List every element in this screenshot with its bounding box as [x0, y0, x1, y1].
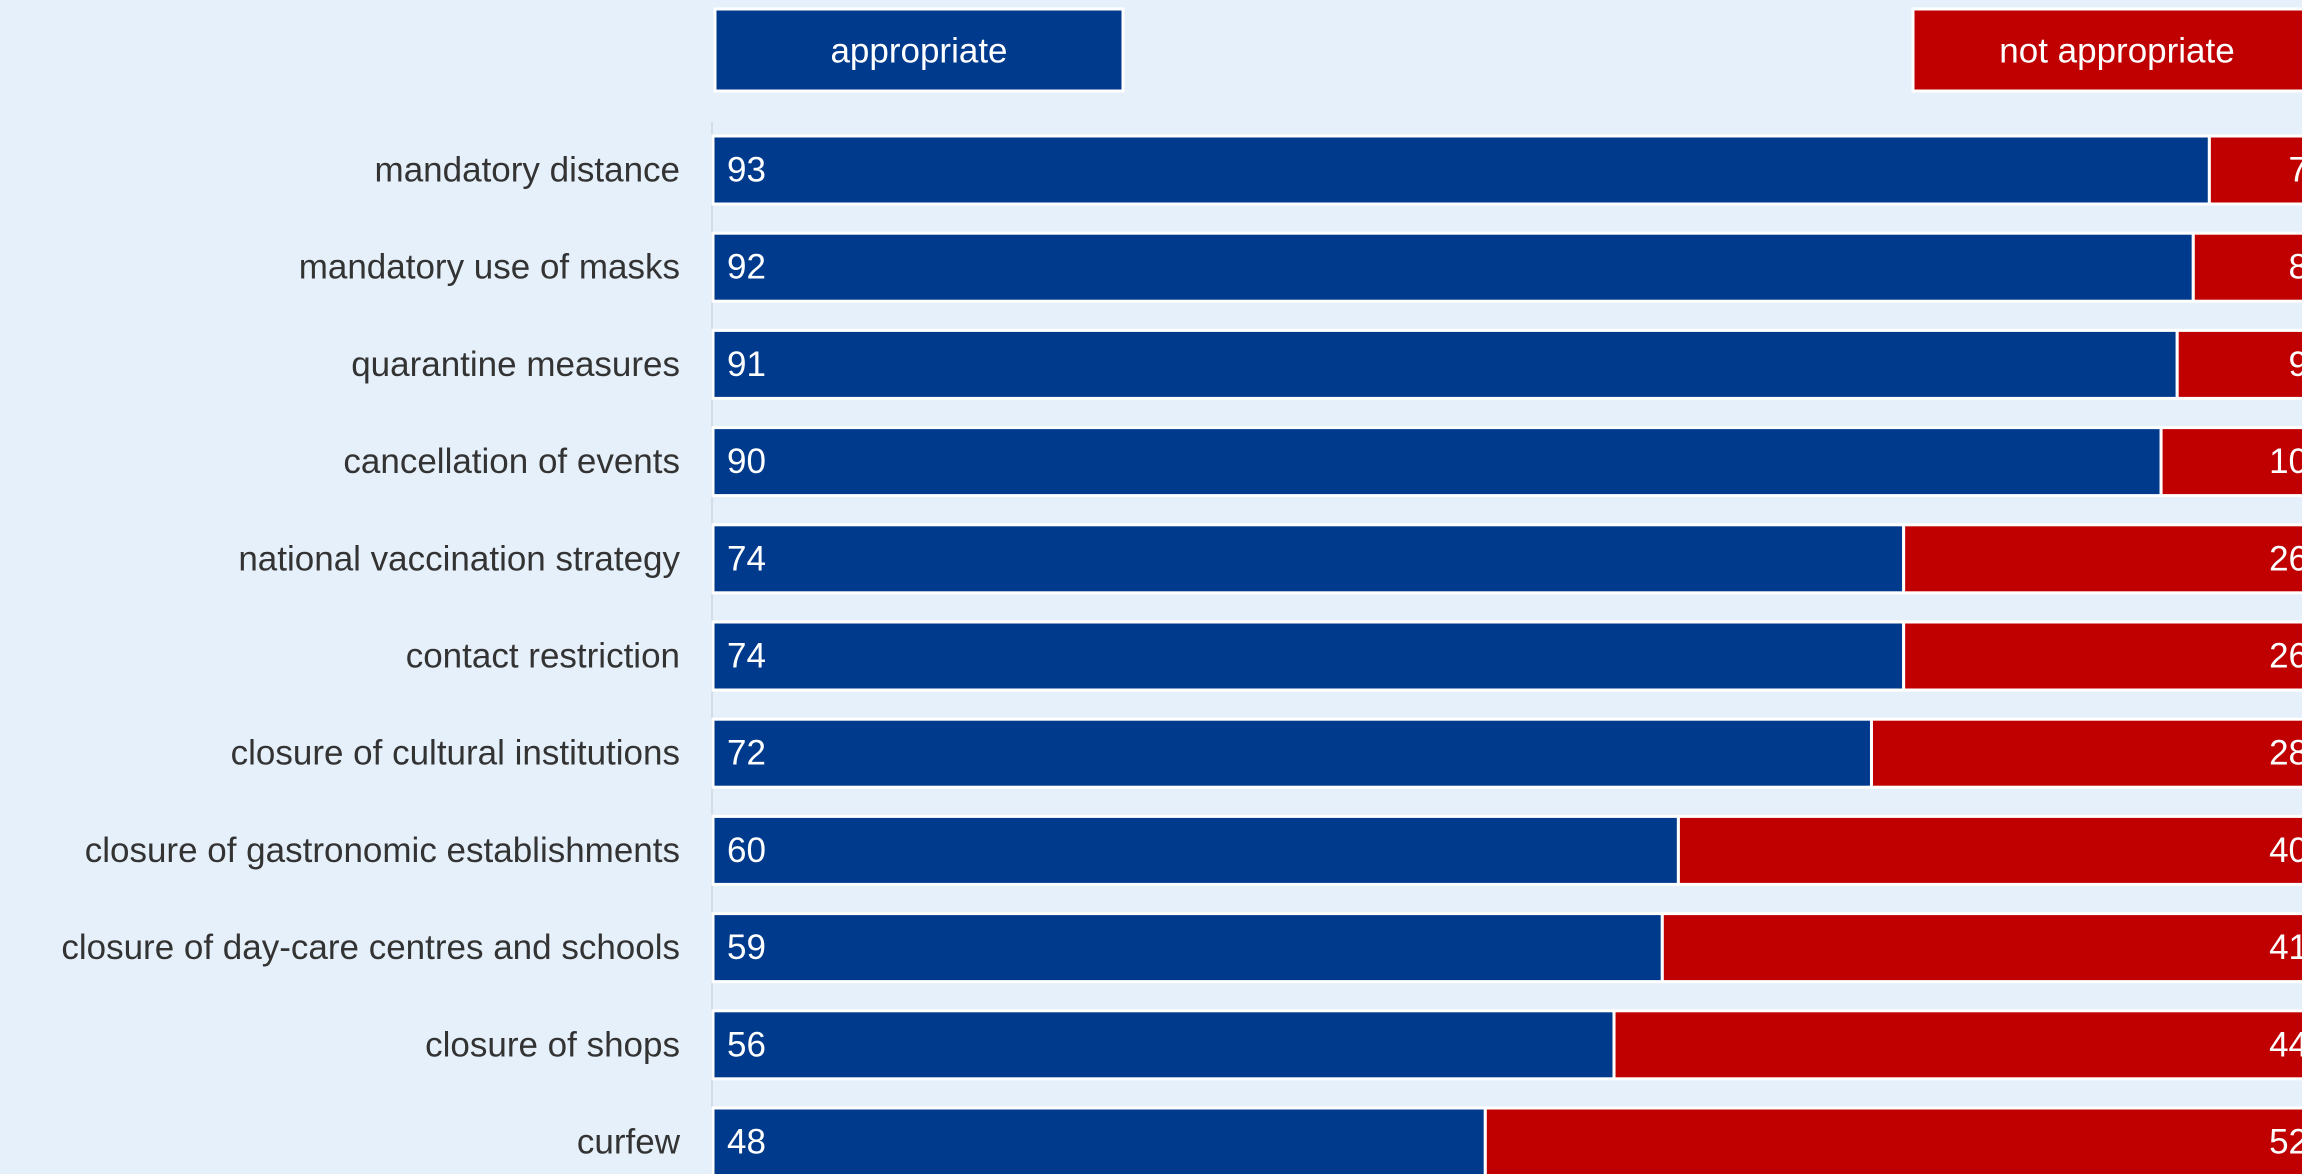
data-label: 59: [727, 928, 766, 967]
data-label: 74: [727, 637, 766, 676]
data-label: 91: [727, 345, 766, 384]
data-label: 26: [2269, 539, 2302, 578]
legend-label: appropriate: [830, 32, 1007, 71]
bar: [711, 426, 2163, 498]
data-label: 26: [2269, 637, 2302, 676]
y-tick-label: closure of cultural institutions: [231, 734, 680, 773]
y-tick-label: national vaccination strategy: [238, 539, 680, 578]
bar: [1612, 1009, 2302, 1081]
legend-label: not appropriate: [1999, 32, 2234, 71]
legend-swatch: [713, 7, 1125, 93]
y-tick-label: closure of day-care centres and schools: [61, 928, 680, 967]
data-label: 9: [2289, 345, 2302, 384]
data-label: 41: [2269, 928, 2302, 967]
legend-swatch: [1911, 7, 2302, 93]
bar: [711, 912, 1664, 984]
data-label: 92: [727, 248, 766, 287]
bar: [711, 231, 2195, 303]
bar: [711, 717, 1873, 789]
y-tick-label: closure of shops: [425, 1025, 680, 1064]
data-label: 44: [2269, 1025, 2302, 1064]
bar: [2159, 426, 2302, 498]
data-label: 90: [727, 442, 766, 481]
y-tick-label: quarantine measures: [351, 345, 680, 384]
data-label: 56: [727, 1025, 766, 1064]
data-label: 7: [2289, 151, 2302, 190]
data-label: 60: [727, 831, 766, 870]
bar: [711, 1009, 1616, 1081]
data-label: 93: [727, 151, 766, 190]
y-tick-label: curfew: [577, 1123, 681, 1162]
y-tick-label: contact restriction: [406, 637, 680, 676]
data-label: 40: [2269, 831, 2302, 870]
bar: [1660, 912, 2302, 984]
bar: [711, 523, 1906, 595]
bar: [1902, 523, 2302, 595]
bar: [2191, 231, 2302, 303]
bar: [2175, 328, 2302, 400]
data-label: 74: [727, 539, 766, 578]
bar: [2207, 134, 2302, 206]
data-label: 48: [727, 1123, 766, 1162]
y-tick-label: mandatory use of masks: [299, 248, 680, 287]
bar: [1483, 1106, 2302, 1174]
data-label: 28: [2269, 734, 2302, 773]
bar: [1676, 814, 2302, 886]
y-tick-label: closure of gastronomic establishments: [85, 831, 680, 870]
y-tick-label: cancellation of events: [343, 442, 680, 481]
bar: [1902, 620, 2302, 692]
data-label: 8: [2289, 248, 2302, 287]
bar: [711, 1106, 1487, 1174]
bar: [711, 328, 2179, 400]
bar: [711, 814, 1680, 886]
bar: [711, 620, 1906, 692]
y-tick-label: mandatory distance: [375, 151, 680, 190]
bar: [711, 134, 2211, 206]
data-label: 10: [2269, 442, 2302, 481]
data-label: 52: [2269, 1123, 2302, 1162]
data-label: 72: [727, 734, 766, 773]
bar: [1869, 717, 2302, 789]
